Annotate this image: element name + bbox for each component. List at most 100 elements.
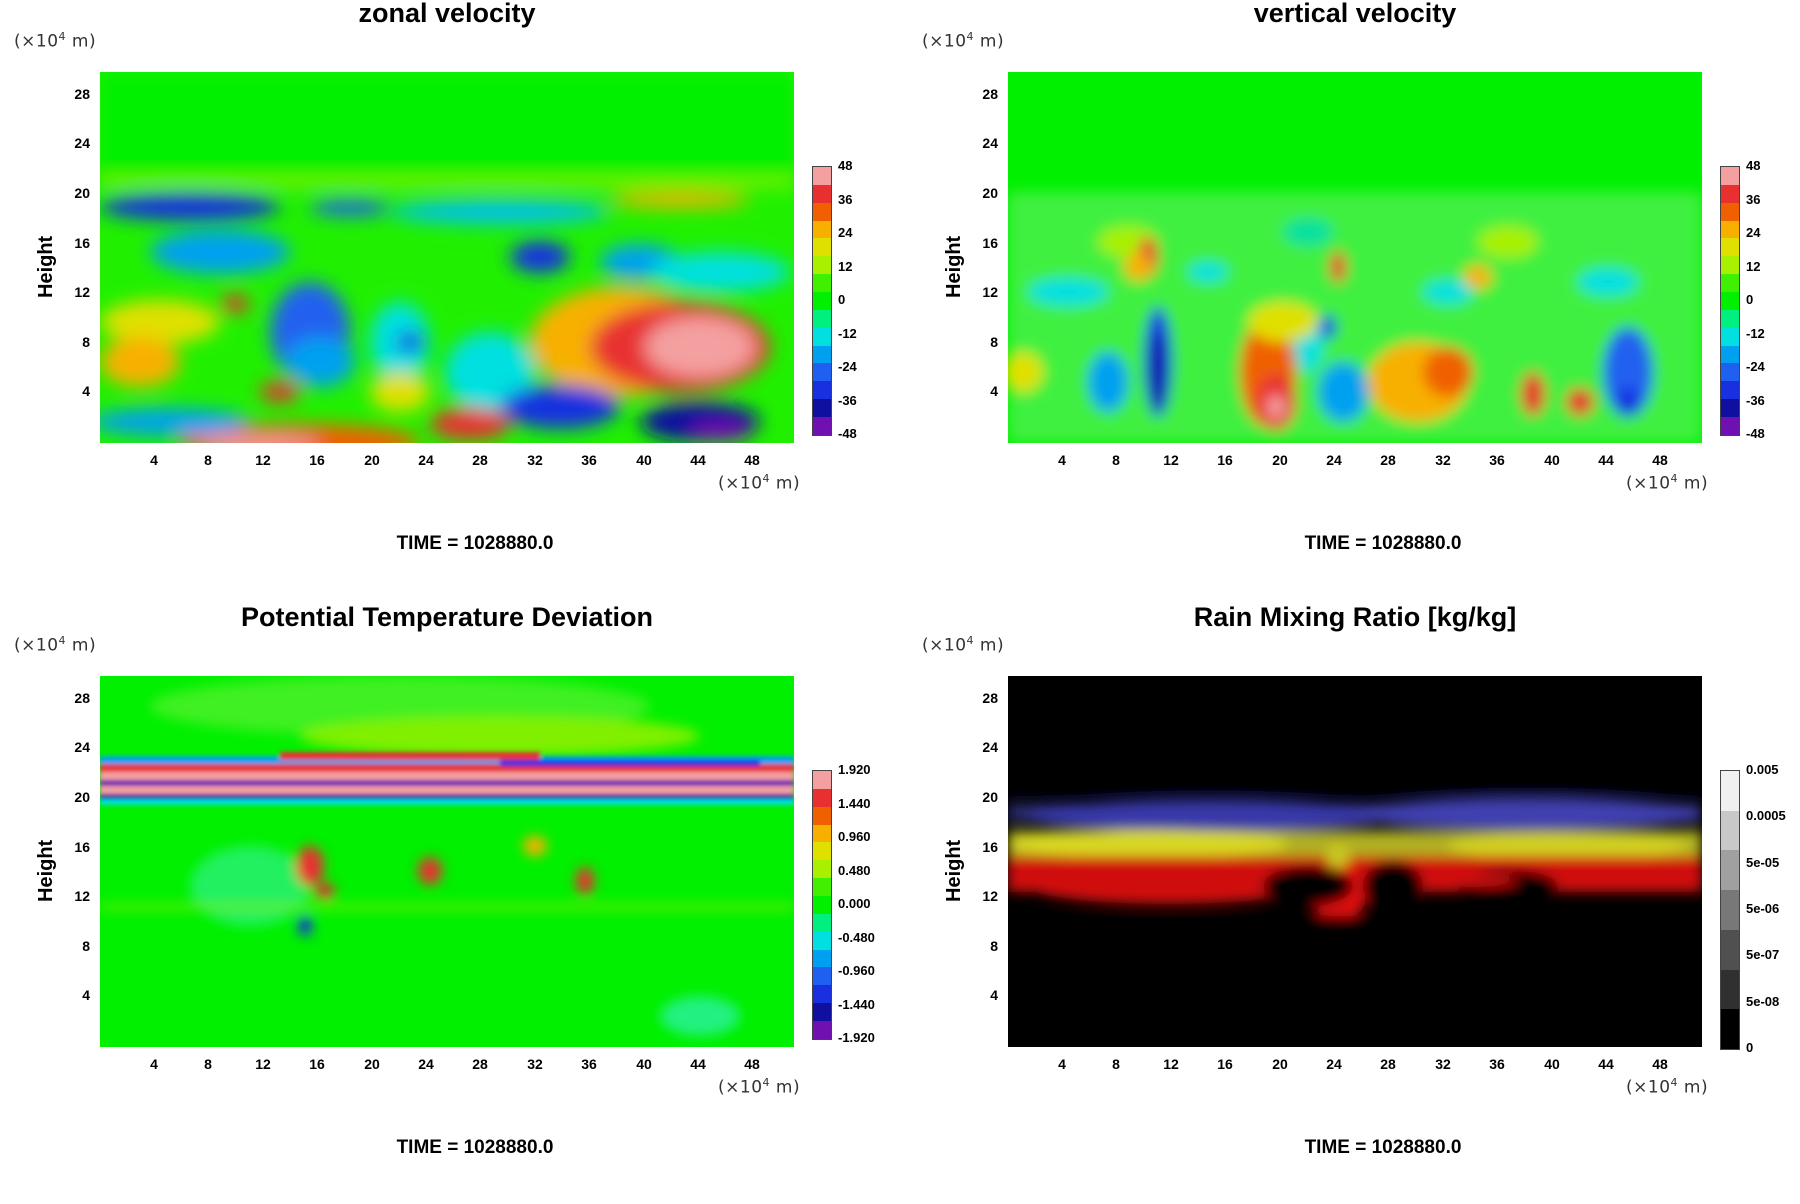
- x-tick: 4: [1058, 1056, 1066, 1072]
- x-tick: 36: [581, 1056, 597, 1072]
- x-tick: 12: [255, 452, 271, 468]
- x-tick: 12: [1163, 1056, 1179, 1072]
- x-tick: 24: [418, 452, 434, 468]
- y-tick: 20: [74, 185, 90, 201]
- colorbar-label: 0: [1746, 1040, 1754, 1055]
- x-tick: 20: [1272, 452, 1288, 468]
- heatmap-plot: [100, 72, 794, 443]
- panel-potential-temperature: Potential Temperature Deviation (×104 m)…: [0, 602, 900, 1204]
- colorbar-segment: [1721, 167, 1739, 185]
- y-tick: 4: [990, 987, 998, 1003]
- colorbar-label: 36: [1746, 191, 1761, 207]
- x-tick: 44: [1598, 452, 1614, 468]
- colorbar-label: 1.440: [838, 795, 871, 811]
- colorbar-label: 24: [838, 225, 853, 240]
- colorbar-label: -48: [1746, 426, 1765, 441]
- colorbar-label: 5e-07: [1746, 947, 1780, 963]
- y-tick: 20: [982, 185, 998, 201]
- x-tick: 32: [527, 1056, 543, 1072]
- x-tick: 40: [1544, 452, 1560, 468]
- colorbar-segment: [1721, 274, 1739, 293]
- colorbar-segment: [813, 842, 831, 861]
- colorbar-label: -12: [838, 325, 857, 341]
- y-tick: 20: [74, 789, 90, 805]
- colorbar-label: -36: [838, 392, 857, 408]
- colorbar-segment: [813, 238, 831, 257]
- panel-rain-mixing-ratio: Rain Mixing Ratio [kg/kg] (×104 m) Heigh…: [908, 602, 1800, 1204]
- y-tick: 24: [982, 135, 998, 151]
- colorbar-label: 0.960: [838, 829, 871, 844]
- chart-title: Rain Mixing Ratio [kg/kg]: [1193, 602, 1517, 632]
- heatmap-svg: [1008, 72, 1702, 443]
- y-tick: 16: [74, 235, 90, 251]
- x-tick: 44: [690, 1056, 706, 1072]
- colorbar-label: 48: [838, 158, 853, 173]
- x-tick: 48: [744, 1056, 760, 1072]
- y-tick: 20: [982, 789, 998, 805]
- colorbar-label: -0.480: [838, 929, 875, 945]
- y-tick: 4: [82, 383, 90, 399]
- colorbar-label: -24: [1746, 359, 1765, 374]
- x-tick: 36: [1489, 452, 1505, 468]
- x-tick: 48: [1652, 452, 1668, 468]
- colorbar-label: -24: [838, 359, 857, 374]
- colorbar-segment: [1721, 417, 1739, 435]
- x-tick: 32: [1435, 452, 1451, 468]
- y-tick: 24: [74, 135, 90, 151]
- x-tick: 8: [1112, 452, 1120, 468]
- heatmap-plot: [100, 676, 794, 1047]
- colorbar-label: 24: [1746, 225, 1761, 240]
- colorbar-segment: [813, 860, 831, 879]
- y-tick: 12: [74, 284, 90, 300]
- x-tick: 44: [1598, 1056, 1614, 1072]
- colorbar-segment: [813, 967, 831, 986]
- colorbar-label: -0.960: [838, 963, 875, 978]
- panel-vertical-velocity: vertical velocity (×104 m) Height: [908, 0, 1800, 600]
- x-tick: 40: [1544, 1056, 1560, 1072]
- colorbar-segment: [1721, 890, 1739, 930]
- y-tick: 12: [982, 888, 998, 904]
- colorbar-segment: [1721, 202, 1739, 221]
- colorbar: [1720, 166, 1740, 436]
- colorbar-segment: [813, 167, 831, 185]
- x-tick: 8: [1112, 1056, 1120, 1072]
- colorbar-segment: [813, 949, 831, 968]
- colorbar-segment: [813, 896, 831, 914]
- colorbar-label: 0: [1746, 292, 1754, 307]
- y-tick: 28: [982, 690, 998, 706]
- colorbar-segment: [813, 363, 831, 382]
- colorbar-segment: [1721, 771, 1739, 811]
- x-tick: 28: [1380, 1056, 1396, 1072]
- colorbar-segment: [813, 931, 831, 950]
- colorbar-segment: [813, 274, 831, 293]
- chart-title: vertical velocity: [1253, 0, 1457, 28]
- x-tick: 8: [204, 452, 212, 468]
- x-tick: 28: [472, 1056, 488, 1072]
- x-tick: 24: [1326, 452, 1342, 468]
- colorbar: [1720, 770, 1740, 1050]
- colorbar-segment: [813, 220, 831, 239]
- colorbar-label: 5e-06: [1746, 901, 1780, 916]
- colorbar-segment: [813, 381, 831, 400]
- colorbar-segment: [813, 1021, 831, 1039]
- x-tick: 16: [1217, 1056, 1233, 1072]
- colorbar-segment: [1721, 810, 1739, 851]
- colorbar-segment: [1721, 309, 1739, 328]
- y-scale-label: (×104 m): [14, 634, 97, 656]
- colorbar-segment: [813, 771, 831, 789]
- colorbar-segment: [813, 913, 831, 932]
- x-scale-label: (×104 m): [718, 1076, 801, 1098]
- x-tick: 48: [744, 452, 760, 468]
- colorbar-segment: [1721, 363, 1739, 382]
- y-tick: 4: [990, 383, 998, 399]
- x-tick: 12: [1163, 452, 1179, 468]
- y-tick: 28: [982, 86, 998, 102]
- colorbar-label: 0.005: [1746, 762, 1779, 777]
- x-tick: 36: [1489, 1056, 1505, 1072]
- colorbar-label: 48: [1746, 158, 1761, 173]
- colorbar-segment: [1721, 220, 1739, 239]
- x-tick: 36: [581, 452, 597, 468]
- time-label: TIME = 1028880.0: [1304, 533, 1462, 554]
- colorbar-label: 0: [838, 292, 846, 307]
- heatmap-plot: [1008, 72, 1702, 443]
